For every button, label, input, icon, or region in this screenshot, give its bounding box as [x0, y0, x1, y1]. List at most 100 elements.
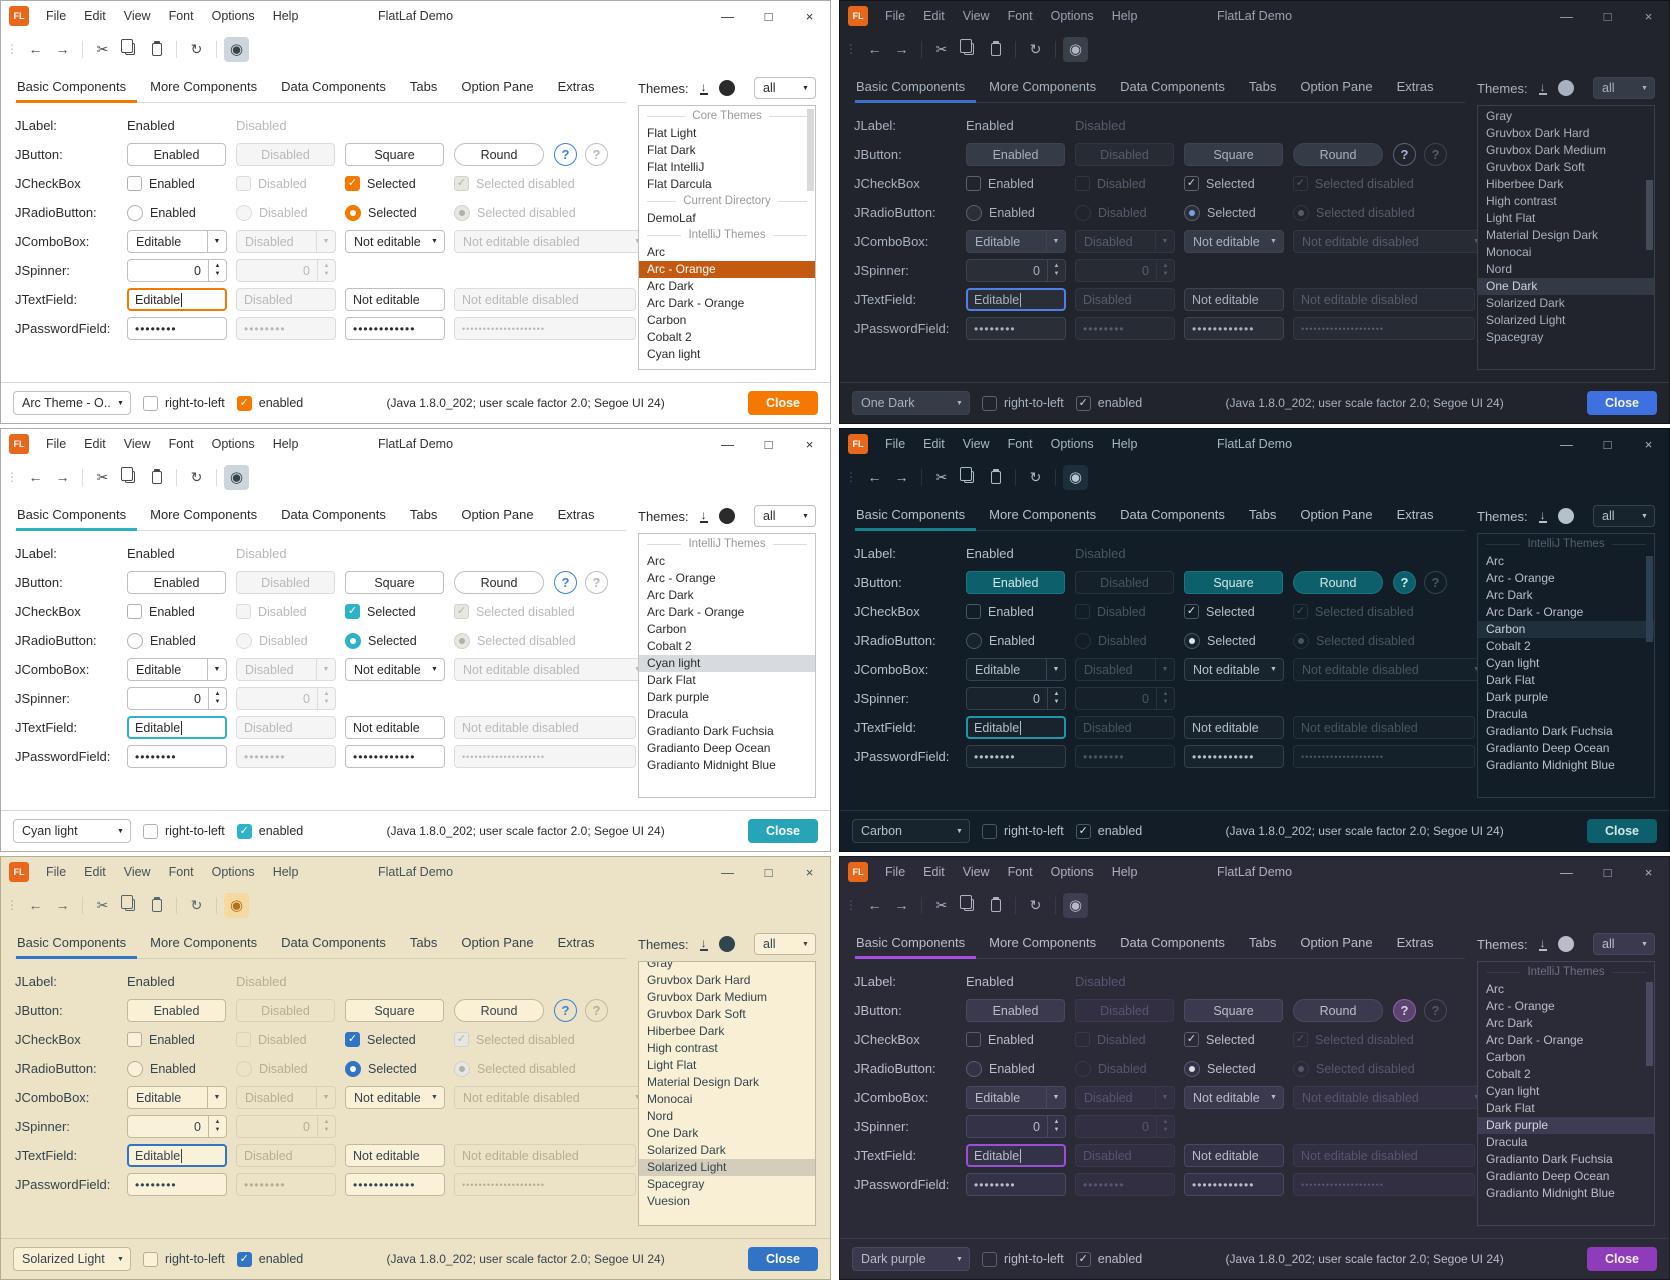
back-icon[interactable]: ←	[867, 469, 882, 485]
spinner-enabled[interactable]: 0 ▲ ▼	[966, 259, 1066, 282]
spinner-enabled[interactable]: 0 ▲ ▼	[966, 1115, 1066, 1138]
tab-more-components[interactable]: More Components	[989, 507, 1097, 522]
radio-icon[interactable]	[1184, 204, 1200, 221]
radio-enabled[interactable]: Enabled	[127, 632, 196, 649]
refresh-icon[interactable]: ↻	[1029, 40, 1042, 57]
theme-list-item[interactable]: Carbon	[1486, 1050, 1526, 1064]
checkbox-icon[interactable]	[1075, 1251, 1091, 1267]
right-to-left-checkbox[interactable]: right-to-left	[982, 395, 1064, 411]
checkbox-enabled[interactable]: Enabled	[127, 604, 195, 619]
github-icon[interactable]	[718, 80, 735, 96]
theme-list-item[interactable]: Arc - Orange	[1486, 571, 1555, 585]
tab-tabs[interactable]: Tabs	[409, 79, 438, 94]
chevron-down-icon[interactable]: ▼	[1046, 231, 1065, 252]
back-icon[interactable]: ←	[867, 41, 882, 57]
chevron-down-icon[interactable]: ▼	[1270, 1094, 1277, 1101]
enabled-button[interactable]: Enabled	[966, 571, 1065, 594]
github-icon[interactable]	[1557, 936, 1574, 952]
checkbox-icon[interactable]	[966, 176, 981, 191]
theme-list-item[interactable]: Light Flat	[647, 1058, 697, 1072]
radio-icon[interactable]	[127, 204, 143, 221]
theme-list-item[interactable]: One Dark	[1478, 278, 1654, 295]
theme-list-item[interactable]: High contrast	[1486, 194, 1557, 208]
theme-list-item[interactable]: Gruvbox Dark Hard	[1486, 126, 1590, 140]
menu-file[interactable]: File	[46, 865, 67, 879]
chevron-down-icon[interactable]: ▼	[431, 666, 438, 673]
theme-list-item[interactable]: Vuesion	[647, 1194, 690, 1208]
checkbox-enabled[interactable]: Enabled	[966, 176, 1034, 191]
passwordfield-enabled[interactable]: ••••••••	[127, 745, 227, 768]
back-icon[interactable]: ←	[867, 897, 882, 913]
help-button[interactable]: ?	[554, 571, 577, 594]
checkbox-icon[interactable]	[1075, 823, 1091, 839]
radio-selected[interactable]: Selected	[345, 1060, 417, 1077]
radio-icon[interactable]	[345, 1060, 361, 1077]
theme-filter-select[interactable]: all ▼	[1593, 505, 1655, 527]
combobox-editable[interactable]: Editable ▼	[966, 1086, 1066, 1109]
right-to-left-checkbox[interactable]: right-to-left	[143, 823, 225, 839]
radio-selected[interactable]: Selected	[1184, 204, 1256, 221]
menu-font[interactable]: Font	[168, 437, 194, 451]
tab-more-components[interactable]: More Components	[150, 507, 258, 522]
menu-help[interactable]: Help	[1111, 437, 1138, 451]
combobox-editable[interactable]: Editable ▼	[966, 230, 1066, 253]
menu-file[interactable]: File	[46, 437, 67, 451]
textfield-editable[interactable]: Editable	[127, 1144, 227, 1167]
theme-list-item[interactable]: Gruvbox Dark Medium	[1486, 143, 1607, 157]
github-icon[interactable]	[718, 936, 735, 952]
tab-data-components[interactable]: Data Components	[281, 935, 386, 950]
minimize-button[interactable]: —	[721, 8, 734, 24]
tab-tabs[interactable]: Tabs	[409, 935, 438, 950]
theme-list-item[interactable]: Carbon	[647, 622, 687, 636]
square-button[interactable]: Square	[1184, 143, 1283, 166]
tab-basic-components[interactable]: Basic Components	[854, 73, 977, 103]
theme-list-item[interactable]: Cyan light	[647, 347, 701, 361]
forward-icon[interactable]: →	[55, 469, 70, 485]
enabled-checkbox[interactable]: enabled	[236, 823, 303, 839]
chevron-down-icon[interactable]: ▼	[1641, 512, 1648, 520]
tab-data-components[interactable]: Data Components	[1120, 507, 1225, 522]
enabled-checkbox[interactable]: enabled	[1075, 395, 1142, 411]
help-button[interactable]: ?	[554, 999, 577, 1022]
tab-tabs[interactable]: Tabs	[409, 507, 438, 522]
square-button[interactable]: Square	[1184, 999, 1283, 1022]
checkbox-icon[interactable]	[966, 1032, 981, 1047]
close-button[interactable]: Close	[1587, 1247, 1657, 1271]
chevron-down-icon[interactable]: ▼	[956, 1255, 963, 1263]
radio-enabled[interactable]: Enabled	[966, 1060, 1035, 1077]
theme-select[interactable]: Dark purple ▼	[852, 1247, 970, 1271]
theme-list-item[interactable]: Arc	[1486, 554, 1504, 568]
round-button[interactable]: Round	[1293, 999, 1383, 1022]
textfield-editable[interactable]: Editable	[966, 1144, 1066, 1167]
show-eye-icon[interactable]: ◉	[224, 464, 249, 490]
theme-filter-select[interactable]: all ▼	[1593, 933, 1655, 955]
checkbox-enabled[interactable]: Enabled	[127, 176, 195, 191]
passwordfield-enabled[interactable]: ••••••••	[127, 1173, 227, 1196]
theme-list-item[interactable]: Arc	[1486, 982, 1504, 996]
theme-list-item[interactable]: Solarized Dark	[1486, 296, 1565, 310]
enabled-button[interactable]: Enabled	[127, 999, 226, 1022]
theme-filter-select[interactable]: all ▼	[754, 77, 816, 99]
theme-list-item[interactable]: Spacegray	[647, 1177, 705, 1191]
checkbox-enabled[interactable]: Enabled	[966, 1032, 1034, 1047]
spinner-arrows-icon[interactable]: ▲ ▼	[208, 1116, 226, 1137]
textfield-editable[interactable]: Editable	[127, 288, 227, 311]
radio-icon[interactable]	[345, 204, 361, 221]
tab-data-components[interactable]: Data Components	[281, 79, 386, 94]
theme-list-item[interactable]: Cobalt 2	[1486, 639, 1531, 653]
radio-icon[interactable]	[1184, 632, 1200, 649]
radio-enabled[interactable]: Enabled	[127, 1060, 196, 1077]
tab-basic-components[interactable]: Basic Components	[15, 929, 138, 959]
radio-icon[interactable]	[966, 204, 982, 221]
combobox-not-editable[interactable]: Not editable ▼	[345, 230, 445, 253]
theme-list-item[interactable]: Solarized Dark	[647, 1143, 726, 1157]
menu-view[interactable]: View	[962, 9, 990, 23]
round-button[interactable]: Round	[454, 999, 544, 1022]
theme-list-item[interactable]: Spacegray	[1486, 330, 1544, 344]
theme-filter-select[interactable]: all ▼	[754, 933, 816, 955]
spinner-arrows-icon[interactable]: ▲ ▼	[208, 260, 226, 281]
tab-basic-components[interactable]: Basic Components	[15, 73, 138, 103]
theme-list-item[interactable]: Cobalt 2	[647, 639, 692, 653]
textfield-not-editable[interactable]: Not editable	[1184, 288, 1284, 311]
refresh-icon[interactable]: ↻	[1029, 468, 1042, 485]
